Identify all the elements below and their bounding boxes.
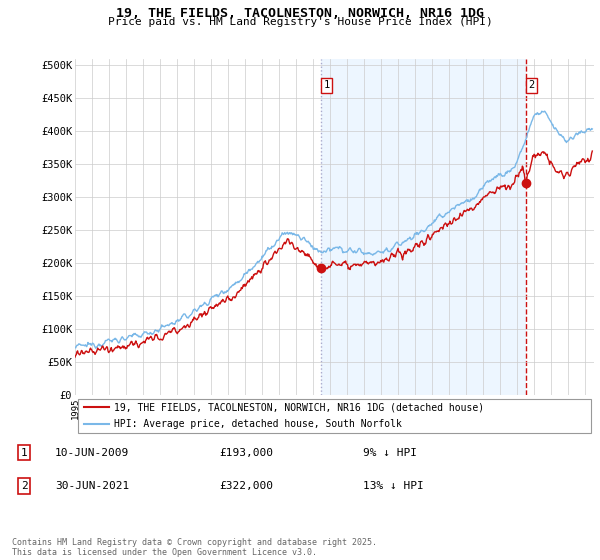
Text: 19, THE FIELDS, TACOLNESTON, NORWICH, NR16 1DG: 19, THE FIELDS, TACOLNESTON, NORWICH, NR… [116, 7, 484, 20]
Bar [321, 59, 526, 395]
Text: 2: 2 [529, 80, 535, 90]
Text: Price paid vs. HM Land Registry's House Price Index (HPI): Price paid vs. HM Land Registry's House … [107, 17, 493, 27]
Text: Contains HM Land Registry data © Crown copyright and database right 2025.
This d: Contains HM Land Registry data © Crown c… [12, 538, 377, 557]
Text: 13% ↓ HPI: 13% ↓ HPI [364, 481, 424, 491]
Text: 2: 2 [20, 481, 28, 491]
Text: 1: 1 [20, 447, 28, 458]
FancyBboxPatch shape [77, 399, 592, 432]
Text: 19, THE FIELDS, TACOLNESTON, NORWICH, NR16 1DG (detached house): 19, THE FIELDS, TACOLNESTON, NORWICH, NR… [114, 403, 484, 412]
Text: 1: 1 [323, 80, 329, 90]
Text: 9% ↓ HPI: 9% ↓ HPI [364, 447, 418, 458]
Text: HPI: Average price, detached house, South Norfolk: HPI: Average price, detached house, Sout… [114, 419, 402, 429]
Text: £322,000: £322,000 [220, 481, 274, 491]
Text: 30-JUN-2021: 30-JUN-2021 [55, 481, 130, 491]
Text: 10-JUN-2009: 10-JUN-2009 [55, 447, 130, 458]
Text: £193,000: £193,000 [220, 447, 274, 458]
